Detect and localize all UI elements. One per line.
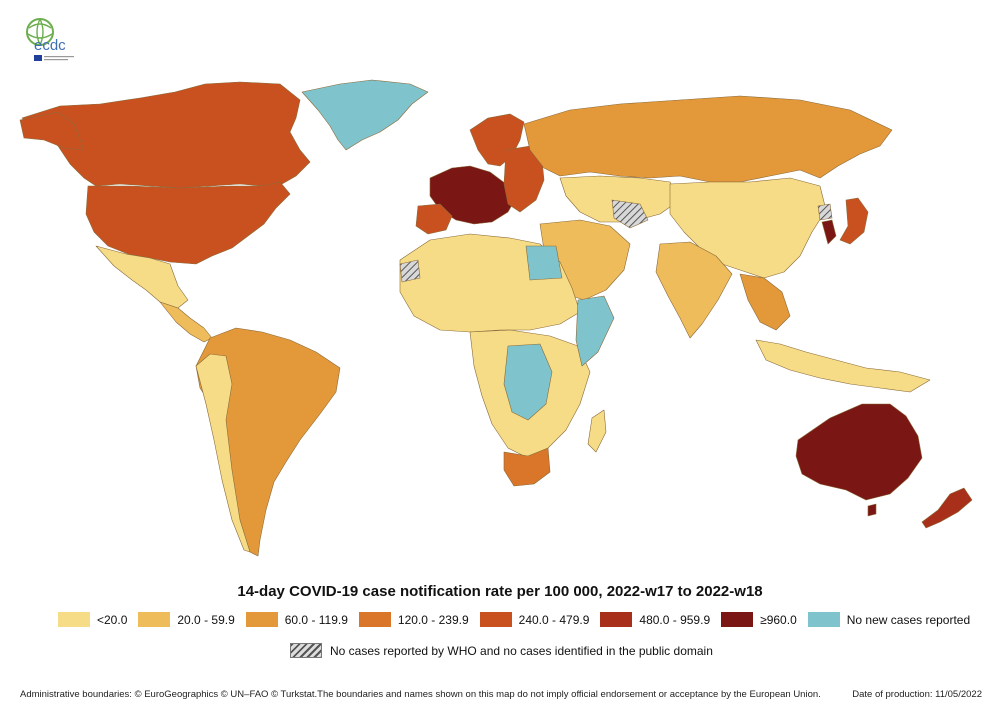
ecdc-logo: ecdc (26, 18, 74, 61)
legend-label: <20.0 (97, 612, 128, 627)
legend-item: 240.0 - 479.9 (479, 612, 590, 627)
legend-label: 120.0 - 239.9 (397, 612, 469, 627)
region-indonesia (755, 339, 931, 393)
legend-swatch (245, 612, 278, 627)
legend-swatch (58, 612, 90, 627)
legend-swatch (807, 612, 840, 627)
legend-label: ≥960.0 (760, 612, 797, 627)
region-russia (523, 95, 893, 183)
legend-label: 480.0 - 959.9 (639, 612, 711, 627)
legend-item: ≥960.0 (721, 612, 797, 627)
region-central-asia (559, 175, 681, 223)
legend-swatch (358, 612, 391, 627)
legend-swatch (721, 612, 754, 627)
region-congo (503, 343, 553, 421)
legend-swatch (138, 612, 171, 627)
hatch-swatch (290, 643, 322, 658)
region-south-africa (503, 447, 551, 487)
region-iberia (415, 203, 453, 235)
legend-swatch (600, 612, 633, 627)
map-title: 14-day COVID-19 case notification rate p… (237, 583, 763, 600)
legend-label: 240.0 - 479.9 (518, 612, 590, 627)
region-egypt (525, 245, 563, 281)
footer-credits: Administrative boundaries: © EuroGeograp… (20, 689, 821, 700)
legend-label: No new cases reported (846, 612, 971, 627)
region-no-data-central-asia (611, 199, 649, 229)
region-usa (85, 181, 291, 265)
region-no-data-western-sahara (399, 259, 421, 283)
no-data-label: No cases reported by WHO and no cases id… (330, 643, 713, 658)
region-new-zealand (921, 487, 973, 529)
region-canada (21, 81, 311, 189)
region-no-data-north-korea (817, 203, 833, 221)
logo-text: ecdc (34, 37, 66, 54)
region-central-america (159, 301, 213, 343)
legend-label: 60.0 - 119.9 (284, 612, 348, 627)
legend-item: 480.0 - 959.9 (600, 612, 710, 627)
region-korea (821, 219, 837, 245)
region-tasmania (867, 503, 877, 517)
region-mexico (95, 245, 189, 309)
region-south-america-west (195, 353, 251, 553)
region-horn-of-africa (575, 295, 615, 367)
region-japan (839, 197, 869, 245)
region-se-asia (739, 273, 791, 331)
no-data-legend: No cases reported by WHO and no cases id… (290, 643, 713, 658)
region-greenland (301, 79, 429, 151)
legend-item: 20.0 - 59.9 (138, 612, 235, 627)
legend-item: 60.0 - 119.9 (245, 612, 348, 627)
region-australia (795, 403, 923, 501)
region-alaska (19, 111, 85, 151)
legend-item: No new cases reported (807, 612, 971, 627)
legend-swatch (479, 612, 512, 627)
footer-date: Date of production: 11/05/2022 (852, 689, 982, 700)
legend-item: 120.0 - 239.9 (358, 612, 469, 627)
region-india (655, 241, 733, 339)
legend-item: <20.0 (58, 612, 127, 627)
legend: <20.0 20.0 - 59.9 60.0 - 119.9 120.0 - 239.… (58, 612, 981, 627)
legend-label: 20.0 - 59.9 (177, 612, 235, 627)
region-madagascar (587, 409, 607, 453)
